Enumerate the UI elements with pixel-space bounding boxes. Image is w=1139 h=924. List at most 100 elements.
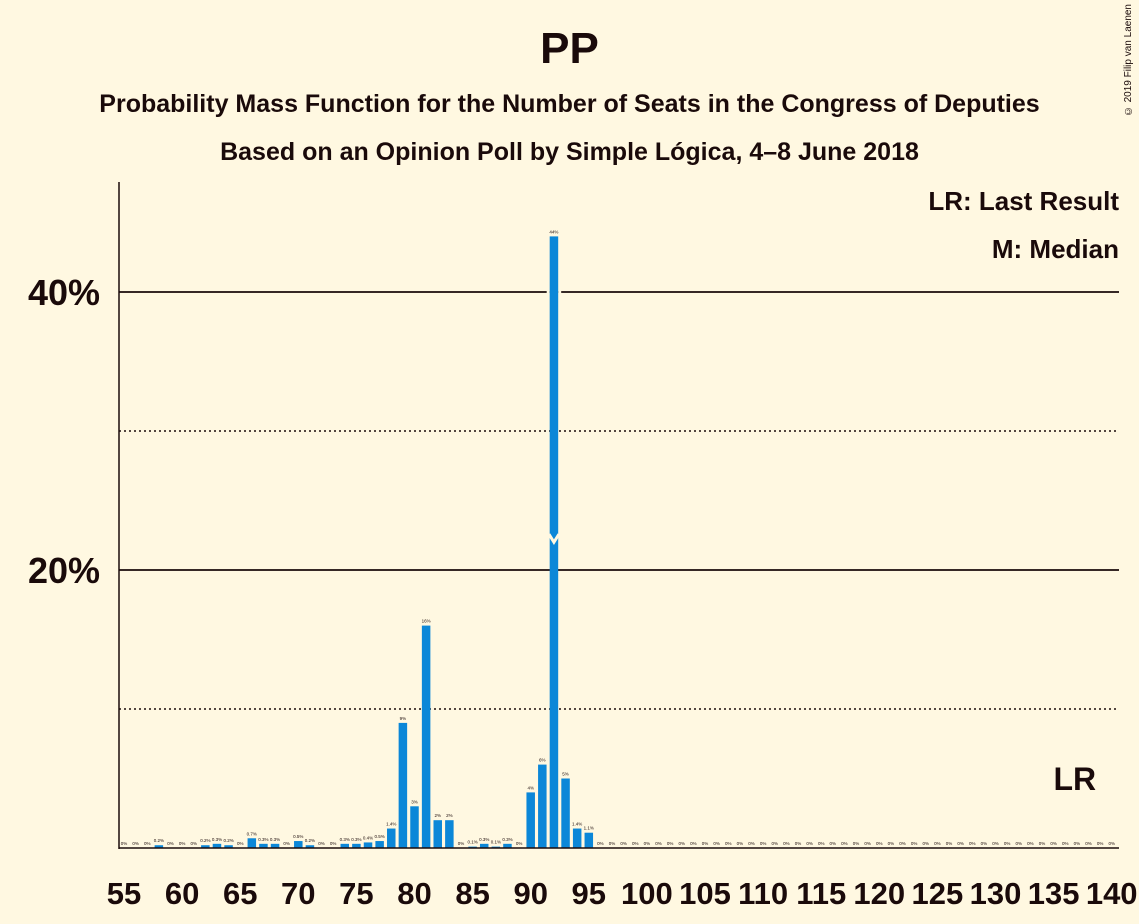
- x-tick-label: 105: [679, 876, 731, 911]
- bar-label-seat-84: 0%: [458, 841, 465, 846]
- bar-seat-64: [224, 845, 233, 848]
- bar-seat-93: [561, 778, 570, 848]
- x-tick-label: 120: [853, 876, 905, 911]
- bar-label-seat-101: 0%: [655, 841, 662, 846]
- x-tick-label: 125: [912, 876, 964, 911]
- bar-label-seat-60: 0%: [179, 841, 186, 846]
- bar-label-seat-105: 0%: [702, 841, 709, 846]
- bar-label-seat-92: 44%: [549, 229, 558, 234]
- chart-title: PP: [540, 24, 599, 73]
- bar-label-seat-82: 2%: [434, 813, 441, 818]
- bar-label-seat-128: 0%: [969, 841, 976, 846]
- bars: [154, 236, 594, 848]
- bar-label-seat-110: 0%: [760, 841, 767, 846]
- bar-seat-62: [201, 845, 210, 848]
- bar-seat-80: [410, 806, 419, 848]
- bar-label-seat-57: 0%: [144, 841, 151, 846]
- bar-label-seat-91: 6%: [539, 758, 546, 763]
- last-result-marker: LR: [1054, 761, 1097, 797]
- grid-lines: [119, 236, 1119, 710]
- bar-label-seat-73: 0%: [330, 841, 337, 846]
- bar-label-seat-127: 0%: [957, 841, 964, 846]
- bar-label-seat-140: 0%: [1108, 841, 1115, 846]
- y-tick-label: 40%: [28, 272, 100, 313]
- x-tick-label: 130: [970, 876, 1022, 911]
- bar-label-seat-120: 0%: [876, 841, 883, 846]
- bar-label-seat-68: 0.3%: [270, 837, 280, 842]
- bar-label-seat-63: 0.3%: [212, 837, 222, 842]
- bar-seat-66: [247, 838, 257, 848]
- bar-label-seat-136: 0%: [1062, 841, 1069, 846]
- chart-subtitle-2: Based on an Opinion Poll by Simple Lógic…: [220, 138, 919, 166]
- bar-label-seat-93: 5%: [562, 772, 569, 777]
- bar-seat-81: [421, 625, 431, 848]
- bar-label-seat-112: 0%: [783, 841, 790, 846]
- bar-label-seat-137: 0%: [1074, 841, 1081, 846]
- bar-label-seat-113: 0%: [795, 841, 802, 846]
- bar-label-seat-77: 0.5%: [375, 834, 385, 839]
- bar-label-seat-114: 0%: [806, 841, 813, 846]
- bar-label-seat-108: 0%: [737, 841, 744, 846]
- median-marker: [547, 533, 561, 546]
- bar-label-seat-78: 1.4%: [386, 822, 396, 827]
- x-tick-label: 140: [1086, 876, 1138, 911]
- x-tick-label: 85: [455, 876, 489, 911]
- axes: 20%40%55 60 65 70 75 80 85 90 95 100 105 110 115 120 1…: [28, 182, 1138, 911]
- bar-label-seat-139: 0%: [1097, 841, 1104, 846]
- bar-label-seat-76: 0.4%: [363, 835, 373, 840]
- bar-label-seat-95: 1.1%: [584, 826, 594, 831]
- bar-label-seat-117: 0%: [841, 841, 848, 846]
- x-tick-label: 55: [107, 876, 141, 911]
- bar-label-seat-106: 0%: [713, 841, 720, 846]
- bar-label-seat-96: 0%: [597, 841, 604, 846]
- bar-label-seat-99: 0%: [632, 841, 639, 846]
- bar-label-seat-61: 0%: [190, 841, 197, 846]
- bar-label-seat-126: 0%: [946, 841, 953, 846]
- bar-label-seat-94: 1.4%: [572, 822, 582, 827]
- bar-seat-74: [340, 843, 350, 848]
- bar-seat-70: [294, 841, 303, 848]
- bar-label-seat-100: 0%: [644, 841, 651, 846]
- bar-label-seat-58: 0.2%: [154, 838, 164, 843]
- bar-label-seat-125: 0%: [934, 841, 941, 846]
- bar-label-seat-132: 0%: [1015, 841, 1022, 846]
- bar-label-seat-103: 0%: [679, 841, 686, 846]
- bar-seat-88: [503, 843, 512, 848]
- bar-seat-68: [270, 843, 280, 848]
- bar-seat-94: [572, 828, 582, 848]
- bar-seat-82: [433, 820, 442, 848]
- bar-label-seat-83: 2%: [446, 813, 453, 818]
- bar-seat-75: [352, 843, 361, 848]
- bar-label-seat-133: 0%: [1027, 841, 1034, 846]
- bar-seat-91: [538, 764, 547, 848]
- bar-label-seat-90: 4%: [527, 785, 534, 790]
- bar-seat-58: [154, 845, 164, 848]
- bar-label-seat-85: 0.1%: [467, 840, 477, 845]
- bar-label-seat-129: 0%: [981, 841, 988, 846]
- bar-label-seat-71: 0.2%: [305, 838, 315, 843]
- bar-value-labels: 0% 0% 0%0.2%0% 0% 0%0.2% 0.3% 0.2%0%0.7%0.3% 0.…: [121, 229, 1115, 846]
- bar-label-seat-98: 0%: [620, 841, 627, 846]
- x-tick-label: 135: [1028, 876, 1080, 911]
- bar-seat-86: [479, 843, 489, 848]
- bar-label-seat-97: 0%: [609, 841, 616, 846]
- bar-label-seat-64: 0.2%: [223, 838, 233, 843]
- bar-label-seat-121: 0%: [888, 841, 895, 846]
- bar-label-seat-81: 16%: [422, 619, 431, 624]
- x-tick-label: 95: [572, 876, 606, 911]
- x-tick-label: 100: [621, 876, 673, 911]
- bar-label-seat-88: 0.3%: [502, 837, 512, 842]
- bar-label-seat-107: 0%: [725, 841, 732, 846]
- bar-label-seat-62: 0.2%: [200, 838, 210, 843]
- bar-label-seat-130: 0%: [992, 841, 999, 846]
- bar-label-seat-119: 0%: [864, 841, 871, 846]
- bar-label-seat-87: 0.1%: [491, 840, 501, 845]
- bar-seat-67: [259, 843, 268, 848]
- bar-label-seat-124: 0%: [923, 841, 930, 846]
- bar-label-seat-135: 0%: [1050, 841, 1057, 846]
- bar-label-seat-56: 0%: [132, 841, 139, 846]
- x-tick-label: 110: [738, 876, 788, 911]
- bar-label-seat-131: 0%: [1004, 841, 1011, 846]
- bar-label-seat-55: 0%: [121, 841, 128, 846]
- bar-label-seat-74: 0.3%: [340, 837, 350, 842]
